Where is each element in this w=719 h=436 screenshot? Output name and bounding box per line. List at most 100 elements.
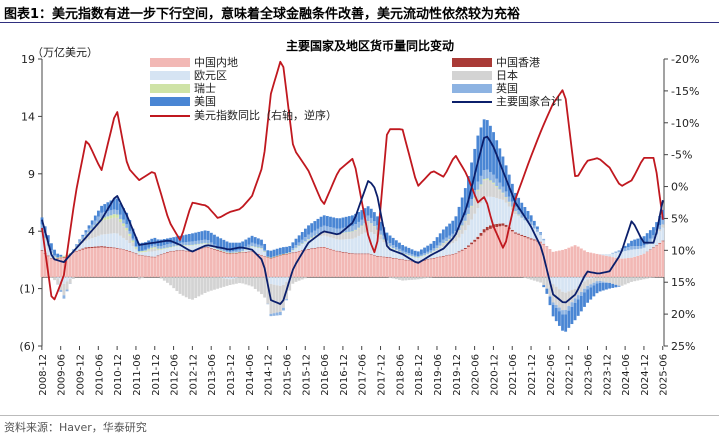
- bar-0: [648, 249, 652, 278]
- bar-6: [56, 253, 60, 258]
- legend-swatch-6: [150, 97, 190, 106]
- bar-2: [576, 277, 580, 287]
- bar-2: [90, 238, 94, 247]
- bar-5: [166, 244, 169, 248]
- bar-3: [642, 277, 646, 280]
- bar-5: [87, 228, 91, 233]
- bar-2: [438, 248, 442, 257]
- bar-3: [159, 277, 163, 279]
- bar-0: [53, 259, 56, 278]
- bar-4: [216, 249, 220, 250]
- bar-3: [451, 237, 455, 244]
- bar-5: [247, 244, 251, 248]
- bar-3: [112, 217, 116, 234]
- bar-0: [561, 249, 564, 278]
- bar-0: [589, 252, 593, 278]
- bar-3: [598, 277, 602, 281]
- bar-1: [501, 223, 505, 226]
- left-axis: 19 14 9 4 (1) (6): [19, 53, 42, 353]
- bar-6: [536, 226, 539, 230]
- bar-3: [187, 277, 191, 299]
- bar-6: [545, 288, 549, 294]
- bar-3: [426, 277, 430, 278]
- bar-3: [401, 277, 405, 281]
- bar-2: [514, 214, 517, 233]
- bar-3: [87, 233, 91, 240]
- bar-5: [510, 201, 514, 207]
- bar-1: [445, 255, 448, 256]
- bar-0: [586, 252, 590, 278]
- bar-3: [398, 277, 401, 280]
- bar-0: [147, 256, 151, 278]
- bar-2: [247, 248, 251, 252]
- bar-2: [445, 245, 448, 256]
- bar-3: [589, 278, 593, 285]
- bar-6: [457, 206, 461, 226]
- bar-2: [75, 247, 78, 251]
- bar-4: [118, 218, 122, 222]
- bar-1: [473, 239, 477, 242]
- bar-3: [122, 226, 125, 238]
- bar-1: [485, 226, 489, 231]
- bar-3: [172, 277, 176, 289]
- bar-6: [260, 239, 263, 246]
- bar-1: [652, 247, 655, 248]
- bar-2: [351, 238, 354, 254]
- bar-5: [78, 240, 82, 244]
- bar-5: [140, 250, 144, 252]
- bar-5: [576, 295, 580, 300]
- bar-5: [448, 235, 452, 240]
- bar-0: [241, 252, 245, 278]
- bar-6: [385, 232, 389, 241]
- bar-2: [156, 250, 160, 256]
- bar-3: [363, 223, 367, 233]
- bar-1: [489, 225, 492, 229]
- bar-0: [203, 247, 207, 278]
- bar-6: [291, 242, 295, 249]
- bar-5: [557, 307, 561, 312]
- bar-5: [601, 281, 605, 283]
- bar-6: [407, 247, 411, 254]
- bar-5: [115, 209, 119, 215]
- bar-4: [191, 244, 194, 246]
- bar-2: [398, 251, 401, 259]
- bar-0: [325, 248, 329, 278]
- bar-4: [197, 243, 201, 245]
- bar-3: [90, 230, 94, 239]
- bar-6: [46, 235, 50, 243]
- bar-6: [639, 237, 643, 247]
- bar-5: [614, 251, 618, 253]
- bar-6: [269, 250, 273, 258]
- bar-0: [106, 247, 110, 278]
- bar-6: [489, 125, 492, 172]
- bar-5: [573, 298, 577, 303]
- bar-0: [84, 248, 88, 278]
- bar-1: [241, 252, 245, 253]
- bar-6: [191, 233, 194, 242]
- left-tick-label: (1): [19, 283, 35, 296]
- bar-5: [529, 221, 533, 226]
- bar-6: [310, 223, 314, 233]
- bar-0: [162, 253, 166, 278]
- bar-1: [78, 249, 82, 251]
- bar-6: [153, 237, 157, 245]
- bar-6: [633, 239, 637, 247]
- bar-1: [75, 250, 78, 252]
- bar-4: [144, 250, 147, 252]
- bar-1: [416, 261, 420, 263]
- bar-6: [376, 216, 379, 226]
- bar-5: [595, 281, 599, 284]
- bar-2: [256, 248, 260, 254]
- legend-label-1: 中国香港: [496, 56, 540, 69]
- bar-0: [103, 247, 107, 278]
- bar-3: [623, 277, 627, 285]
- bar-3: [498, 190, 502, 199]
- bar-2: [655, 235, 659, 246]
- bar-0: [200, 248, 204, 278]
- bar-5: [53, 255, 56, 257]
- bar-5: [636, 246, 640, 249]
- bar-2: [360, 234, 364, 254]
- bar-1: [169, 251, 172, 252]
- bar-6: [592, 285, 596, 297]
- legend-swatch-5: [452, 84, 492, 93]
